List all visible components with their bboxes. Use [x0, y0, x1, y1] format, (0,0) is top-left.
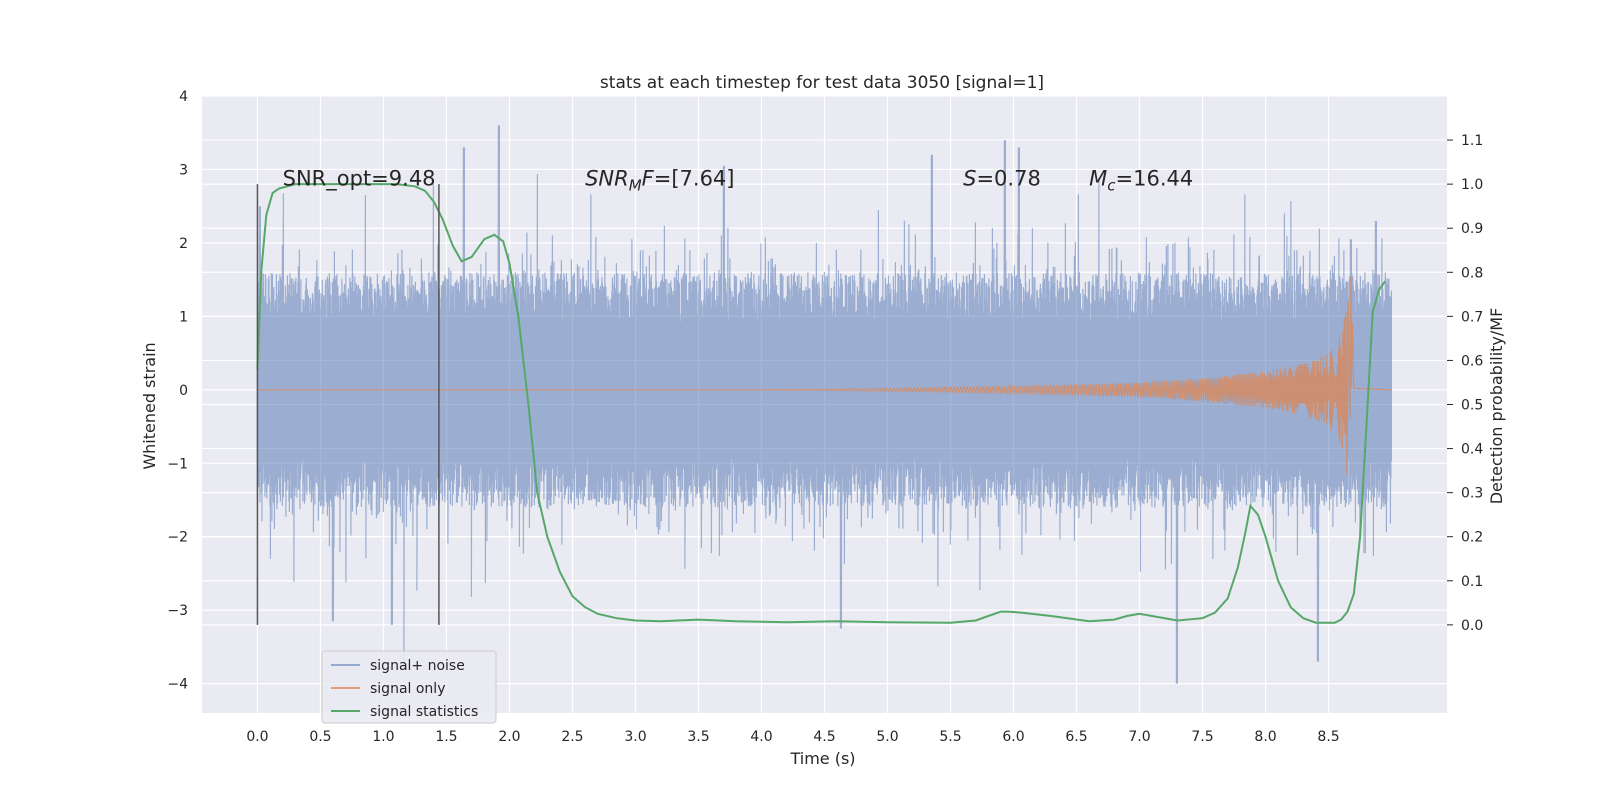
- y-tick-label-4: 0: [179, 383, 188, 399]
- x-tick-label-15: 7.5: [1191, 729, 1213, 745]
- annotation-3: Mc=16.44: [1089, 166, 1193, 194]
- y-axis-label: Whitened strain: [140, 342, 159, 469]
- x-axis-label: Time (s): [789, 749, 855, 768]
- x-tick-label-16: 8.0: [1254, 729, 1276, 745]
- x-tick-label-9: 4.5: [813, 729, 835, 745]
- x-tick-label-17: 8.5: [1317, 729, 1339, 745]
- x-tick-label-6: 3.0: [624, 729, 646, 745]
- vertical-markers: [256, 184, 440, 625]
- y2-tick-label-1: 0.1: [1461, 574, 1483, 590]
- series-signal-noise: [256, 125, 1392, 684]
- x-tick-label-12: 6.0: [1002, 729, 1024, 745]
- chart-title: stats at each timestep for test data 305…: [600, 73, 1044, 93]
- y-tick-label-6: 2: [179, 236, 188, 252]
- legend-box: [321, 650, 497, 724]
- x-tick-label-11: 5.5: [939, 729, 961, 745]
- y2-tick-label-8: 0.8: [1461, 265, 1483, 281]
- series-signal-statistics: [256, 183, 1387, 624]
- x-tick-label-3: 1.5: [435, 729, 457, 745]
- y-tick-label-2: −2: [167, 530, 188, 546]
- annotation-0: SNR_opt=9.48: [283, 166, 436, 191]
- x-tick-label-1: 0.5: [309, 729, 331, 745]
- x-tick-label-14: 7.0: [1128, 729, 1150, 745]
- legend-label-0: signal+ noise: [370, 658, 465, 674]
- y2-tick-label-11: 1.1: [1461, 133, 1483, 149]
- x-tick-label-2: 1.0: [372, 729, 394, 745]
- y-tick-label-1: −3: [167, 603, 188, 619]
- y2-tick-label-7: 0.7: [1461, 309, 1483, 325]
- y2-axis-label: Detection probability/MF: [1487, 308, 1506, 505]
- y2-tick-label-6: 0.6: [1461, 353, 1483, 369]
- x-tick-labels: 0.0 0.5 1.0 1.5 2.0 2.5 3.0 3.5 4.0 4.5 5.0 5.5 6.0 6…: [246, 729, 1339, 745]
- y2-tick-label-3: 0.3: [1461, 486, 1483, 502]
- x-tick-label-10: 5.0: [876, 729, 898, 745]
- series-signal-only: [257, 275, 1392, 476]
- y-tick-label-8: 4: [179, 89, 188, 105]
- y-tick-labels: −4 −3 −2 −1 0 1 2 3 4: [167, 89, 188, 693]
- y-tick-label-7: 3: [179, 162, 188, 178]
- y-tick-label-3: −1: [167, 456, 188, 472]
- y2-tick-label-2: 0.2: [1461, 530, 1483, 546]
- legend-label-2: signal statistics: [370, 704, 478, 720]
- y2-tick-label-4: 0.4: [1461, 442, 1483, 458]
- x-tick-label-8: 4.0: [750, 729, 772, 745]
- y2-tick-label-10: 1.0: [1461, 177, 1483, 193]
- annotation-2: S=0.78: [963, 166, 1041, 190]
- x-tick-label-0: 0.0: [246, 729, 268, 745]
- annotations: SNR_opt=9.48 SNRMF=[7.64] S=0.78 Mc=16.44: [283, 166, 1194, 194]
- y-tick-label-0: −4: [167, 677, 188, 693]
- x-tick-label-4: 2.0: [498, 729, 520, 745]
- y2-tick-label-5: 0.5: [1461, 398, 1483, 414]
- y2-tick-label-9: 0.9: [1461, 221, 1483, 237]
- series-layer: [256, 125, 1392, 684]
- x-tick-label-13: 6.5: [1065, 729, 1087, 745]
- x-tick-label-5: 2.5: [561, 729, 583, 745]
- annotation-1: SNRMF=[7.64]: [585, 166, 734, 194]
- y2-tick-labels: 0.0 0.1 0.2 0.3 0.4 0.5 0.6 0.7 0.8 0.9 1.0 1.1: [1447, 133, 1483, 634]
- legend-label-1: signal only: [370, 681, 445, 697]
- y-tick-label-5: 1: [179, 309, 188, 325]
- y2-tick-label-0: 0.0: [1461, 618, 1483, 634]
- legend: signal+ noise signal only signal statistic…: [321, 650, 497, 724]
- x-tick-label-7: 3.5: [687, 729, 709, 745]
